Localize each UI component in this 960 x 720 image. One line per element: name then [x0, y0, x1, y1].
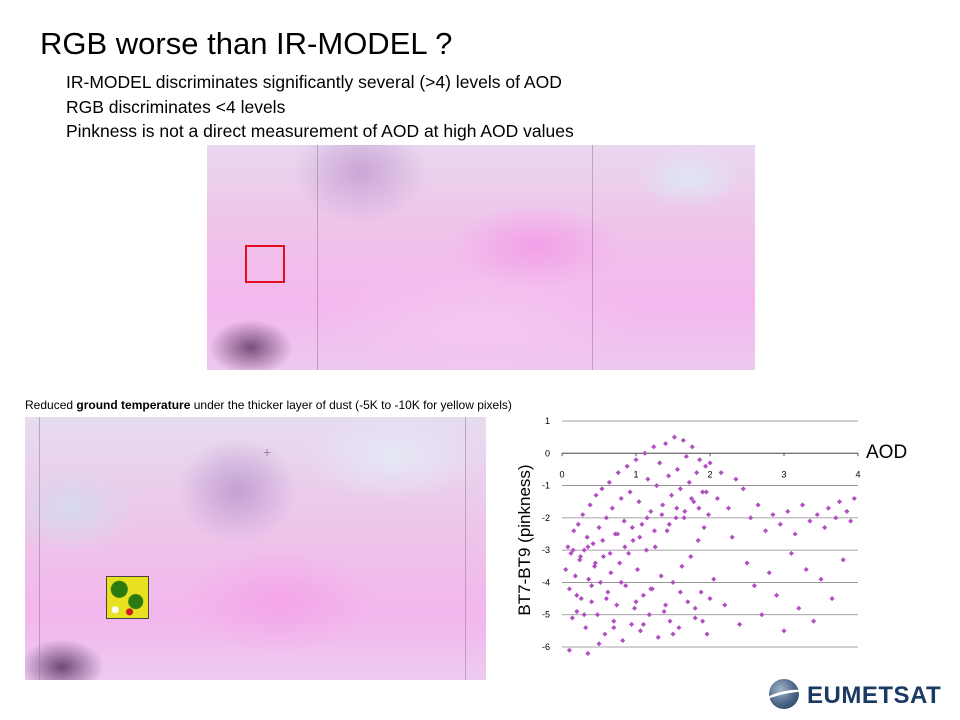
data-point: [637, 628, 643, 634]
image-caption: Reduced ground temperature under the thi…: [25, 398, 512, 412]
data-point: [691, 499, 697, 505]
y-tick-label: 1: [545, 416, 550, 426]
slide-title: RGB worse than IR-MODEL ?: [40, 26, 453, 61]
bullet-item: IR-MODEL discriminates significantly sev…: [66, 72, 562, 92]
data-point: [587, 502, 593, 508]
data-point: [581, 612, 587, 618]
data-point: [630, 537, 636, 544]
bullet-list: IR-MODEL discriminates significantly sev…: [66, 70, 574, 144]
data-point: [829, 596, 835, 602]
data-point: [614, 531, 621, 537]
data-point: [674, 466, 680, 472]
data-point: [822, 524, 828, 531]
x-axis-label: AOD: [866, 442, 907, 463]
data-point: [634, 566, 641, 573]
data-point: [633, 599, 639, 605]
y-tick-label: -3: [542, 545, 550, 555]
data-point: [642, 450, 648, 456]
data-point: [670, 579, 676, 585]
data-point: [654, 483, 660, 489]
data-point: [651, 528, 658, 534]
x-tick-label: 1: [633, 469, 638, 479]
data-point: [563, 566, 569, 573]
data-point: [566, 647, 572, 653]
plot-background: [555, 415, 860, 665]
data-point: [744, 560, 750, 566]
data-point: [703, 463, 709, 469]
data-point: [658, 573, 664, 579]
x-tick-label: 3: [781, 469, 786, 479]
yellow-pixels-box: [106, 576, 149, 619]
ground-temperature-image: +: [25, 417, 486, 680]
data-point: [574, 608, 580, 615]
data-point: [664, 528, 670, 534]
x-tick-label: 0: [559, 469, 564, 479]
data-point: [707, 460, 713, 466]
data-point: [759, 612, 765, 618]
eumetsat-logo: EUMETSAT: [764, 676, 950, 714]
data-point: [594, 612, 601, 618]
rgb-satellite-image: [207, 145, 755, 370]
data-point: [683, 453, 689, 460]
caption-prefix: Reduced: [25, 398, 77, 412]
caption-bold: ground temperature: [76, 398, 191, 412]
data-point: [686, 479, 692, 485]
logo-text: EUMETSAT: [807, 682, 942, 709]
data-point: [600, 554, 606, 560]
data-point: [633, 457, 639, 463]
data-point: [679, 563, 685, 569]
highlight-box: [245, 245, 285, 283]
data-point: [692, 605, 698, 611]
bullet-item: RGB discriminates <4 levels: [66, 96, 286, 117]
y-axis-label: BT7-BT9 (pinkness): [515, 464, 534, 615]
bullet-item: Pinkness is not a direct measurement of …: [66, 121, 574, 141]
y-tick-label: -5: [542, 610, 550, 620]
data-point: [707, 596, 713, 602]
data-point: [572, 573, 578, 579]
data-point: [688, 495, 695, 502]
data-point: [840, 557, 846, 563]
data-point: [577, 554, 584, 560]
data-point: [608, 570, 614, 576]
data-point: [825, 505, 831, 511]
data-point: [626, 550, 632, 556]
data-point: [666, 473, 672, 479]
x-tick-label: 4: [855, 469, 860, 479]
data-point: [660, 502, 666, 508]
data-point: [568, 550, 574, 556]
y-tick-label: 0: [545, 448, 550, 458]
data-point: [631, 605, 638, 611]
y-tick-label: -2: [542, 513, 550, 523]
data-point: [740, 486, 746, 492]
data-point: [696, 505, 702, 511]
x-tick-label: 2: [707, 469, 712, 479]
y-tick-label: -4: [542, 577, 550, 587]
crosshair-marker: +: [263, 444, 272, 460]
caption-suffix: under the thicker layer of dust (-5K to …: [190, 398, 512, 412]
y-tick-label: -1: [542, 481, 550, 491]
globe-icon: [769, 679, 799, 709]
data-point: [605, 589, 611, 595]
y-tick-label: -6: [542, 642, 550, 652]
